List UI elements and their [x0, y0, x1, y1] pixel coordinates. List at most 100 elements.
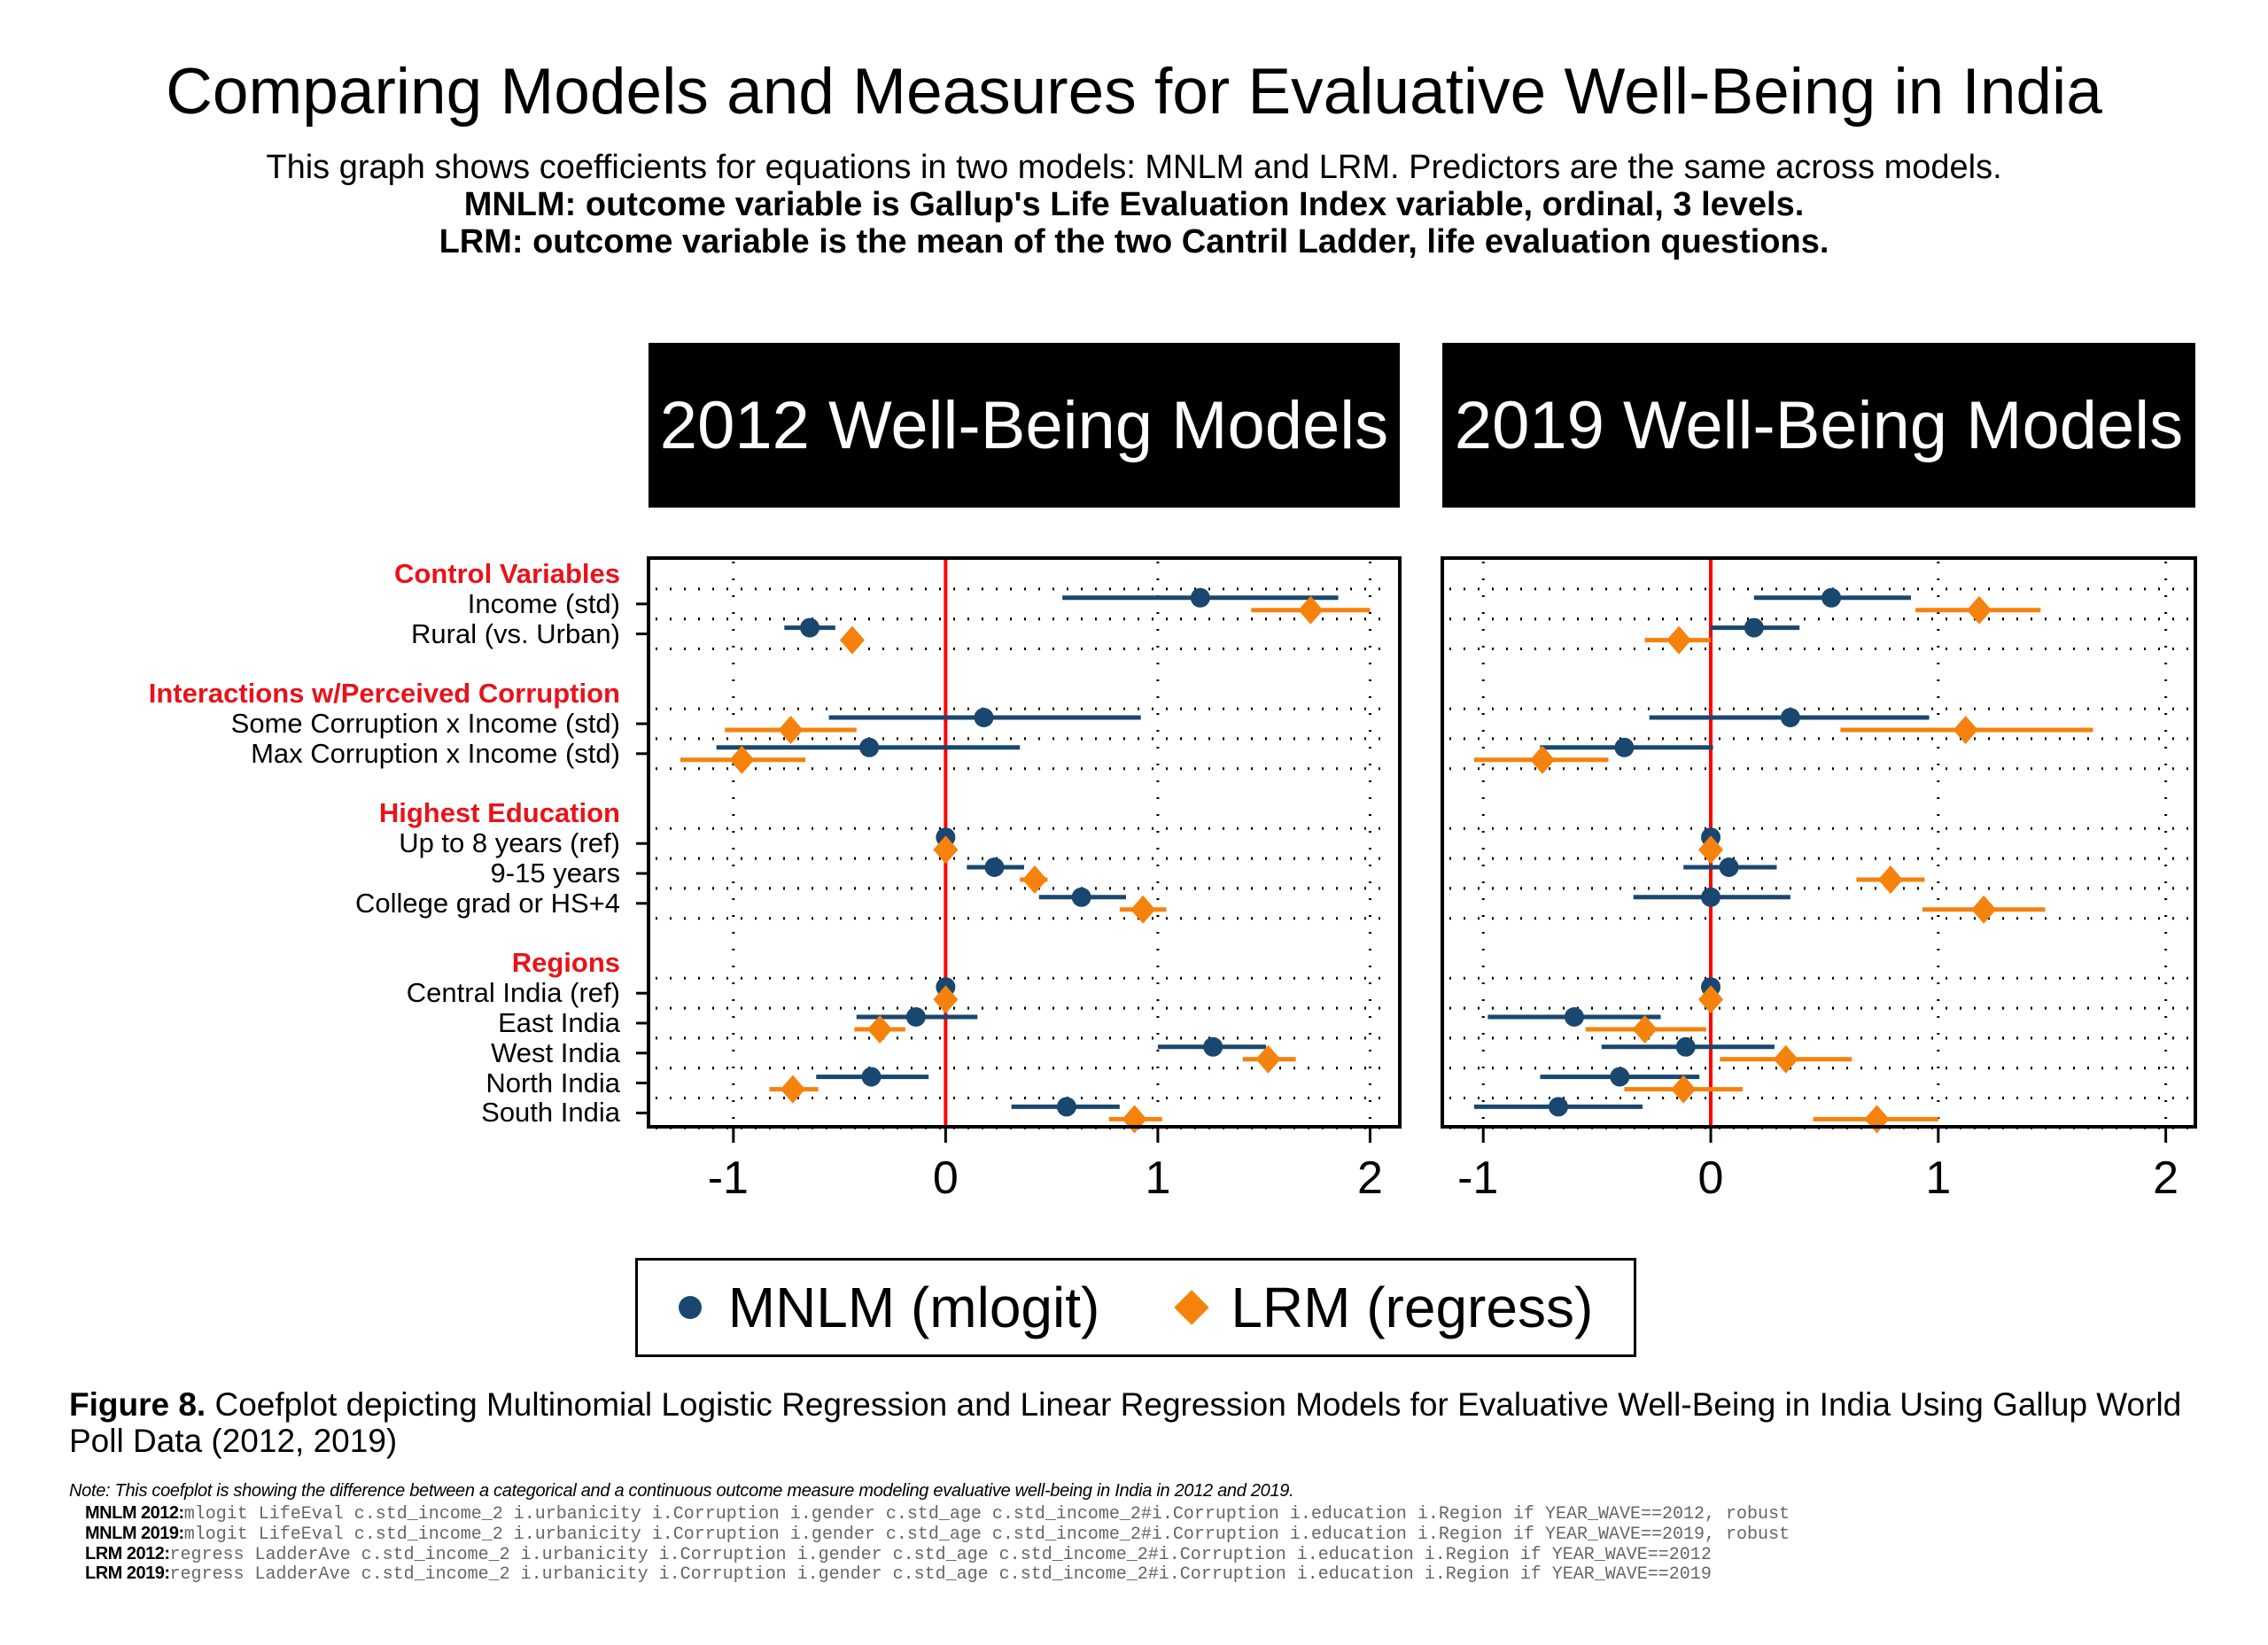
- subtitle-line-3: LRM: outcome variable is the mean of the…: [439, 223, 1829, 260]
- lrm-point: [1130, 895, 1156, 924]
- mnlm-point: [1564, 1007, 1584, 1027]
- figure-title: Comparing Models and Measures for Evalua…: [166, 56, 2102, 128]
- mnlm-point: [861, 1067, 882, 1087]
- mnlm-point: [1614, 737, 1635, 757]
- legend-label-mnlm: MNLM (mlogit): [727, 1276, 1100, 1339]
- mnlm-point: [1701, 887, 1721, 907]
- y-group-heading: Control Variables: [394, 558, 620, 589]
- y-tick-label: Rural (vs. Urban): [411, 617, 620, 649]
- mnlm-point: [1056, 1097, 1076, 1117]
- mnlm-point: [800, 617, 820, 638]
- y-tick-label: East India: [498, 1007, 620, 1038]
- mnlm-point: [1203, 1036, 1223, 1057]
- plot-frame: [1441, 556, 2197, 1129]
- code-command: regress LadderAve c.std_income_2 i.urban…: [169, 1545, 1712, 1565]
- plot-frame: [647, 556, 1402, 1129]
- y-tick-label: College grad or HS+4: [355, 887, 620, 919]
- y-tick-label: South India: [481, 1097, 620, 1129]
- panel-2019: -1 0 1 2: [1441, 556, 2197, 1204]
- mnlm-point: [905, 1007, 926, 1027]
- y-tick-label: West India: [491, 1036, 620, 1068]
- legend-item-lrm: LRM (regress): [1174, 1275, 1594, 1340]
- y-tick-label: 9-15 years: [490, 857, 620, 888]
- code-label: LRM 2012:: [85, 1544, 170, 1564]
- y-tick-label: North India: [485, 1067, 620, 1098]
- lrm-point: [1529, 745, 1555, 774]
- mnlm-point: [1744, 617, 1764, 638]
- mnlm-point: [859, 737, 880, 757]
- lrm-point: [1666, 625, 1692, 655]
- mnlm-point: [1548, 1097, 1568, 1117]
- y-tick-label: Some Corruption x Income (std): [230, 708, 620, 739]
- subtitle-line-2: MNLM: outcome variable is Gallup's Life …: [463, 186, 1805, 223]
- lrm-point: [1698, 835, 1724, 865]
- mnlm-point: [1071, 887, 1091, 907]
- y-group-heading: Regions: [511, 947, 620, 979]
- panel-header-2019: 2019 Well-Being Models: [1442, 343, 2195, 508]
- y-tick-label: Max Corruption x Income (std): [251, 737, 620, 769]
- lrm-point: [1967, 595, 1992, 625]
- code-line: MNLM 2019:mlogit LifeEval c.std_income_2…: [85, 1524, 1790, 1545]
- code-label: LRM 2019:: [85, 1564, 170, 1583]
- lrm-point: [778, 716, 804, 744]
- lrm-point: [1971, 895, 1997, 924]
- figure-caption: Figure 8. Coefplot depicting Multinomial…: [69, 1386, 2195, 1459]
- code-command: mlogit LifeEval c.std_income_2 i.urbanic…: [183, 1504, 1790, 1525]
- code-command: mlogit LifeEval c.std_income_2 i.urbanic…: [183, 1525, 1790, 1545]
- lrm-point: [867, 1015, 893, 1044]
- x-tick-label: 2: [2153, 1152, 2179, 1204]
- mnlm-point: [1780, 708, 1800, 727]
- lrm-point: [839, 625, 865, 655]
- x-tick-label: 0: [1698, 1152, 1724, 1204]
- y-tick-label: Central India (ref): [406, 977, 620, 1009]
- diamond-marker-icon: [1174, 1290, 1210, 1325]
- mnlm-point: [974, 708, 994, 727]
- x-tick-label: 2: [1357, 1152, 1383, 1204]
- code-line: MNLM 2012:mlogit LifeEval c.std_income_2…: [85, 1503, 1790, 1525]
- x-tick-label: -1: [1457, 1152, 1498, 1204]
- lrm-point: [729, 745, 755, 774]
- note: Note: This coefplot is showing the diffe…: [69, 1481, 1294, 1501]
- x-tick-label: 1: [1145, 1152, 1170, 1204]
- lrm-point: [1877, 865, 1903, 894]
- mnlm-point: [1719, 857, 1739, 877]
- code-label: MNLM 2012:: [85, 1503, 184, 1523]
- caption-text: Coefplot depicting Multinomial Logistic …: [69, 1386, 2182, 1459]
- y-tick-label: Income (std): [467, 587, 620, 619]
- code-label: MNLM 2019:: [85, 1524, 184, 1543]
- legend-item-mnlm: MNLM (mlogit): [678, 1275, 1100, 1340]
- lrm-point: [1298, 595, 1324, 625]
- code-line: LRM 2012:regress LadderAve c.std_income_…: [85, 1544, 1712, 1565]
- mnlm-point: [1821, 587, 1842, 608]
- x-tick-label: 1: [1925, 1152, 1951, 1204]
- panel-header-2012: 2012 Well-Being Models: [649, 343, 1400, 508]
- mnlm-point: [1675, 1036, 1696, 1057]
- lrm-point: [1773, 1044, 1798, 1074]
- mnlm-point: [1610, 1067, 1630, 1087]
- lrm-point: [1122, 1105, 1147, 1134]
- legend: MNLM (mlogit) LRM (regress): [635, 1258, 1636, 1357]
- lrm-point: [1864, 1105, 1890, 1134]
- y-tick-label: Up to 8 years (ref): [399, 827, 620, 859]
- lrm-point: [933, 985, 959, 1014]
- x-tick-label: -1: [708, 1152, 749, 1204]
- code-command: regress LadderAve c.std_income_2 i.urban…: [169, 1564, 1712, 1585]
- y-group-heading: Highest Education: [378, 797, 620, 829]
- lrm-point: [780, 1075, 805, 1104]
- lrm-point: [1255, 1044, 1281, 1074]
- circle-marker-icon: [678, 1296, 702, 1319]
- mnlm-point: [1190, 587, 1210, 608]
- lrm-point: [1698, 985, 1724, 1014]
- lrm-point: [1632, 1015, 1658, 1044]
- legend-label-lrm: LRM (regress): [1231, 1276, 1594, 1339]
- subtitle-line-1: This graph shows coefficients for equati…: [266, 149, 2002, 186]
- caption-label: Figure 8.: [69, 1386, 206, 1423]
- lrm-point: [933, 835, 959, 865]
- lrm-point: [1021, 865, 1047, 894]
- panel-2012: -1 0 1 2: [636, 556, 1402, 1204]
- code-line: LRM 2019:regress LadderAve c.std_income_…: [85, 1564, 1712, 1585]
- x-tick-label: 0: [933, 1152, 959, 1204]
- y-group-heading: Interactions w/Perceived Corruption: [148, 678, 620, 710]
- lrm-point: [1671, 1075, 1697, 1104]
